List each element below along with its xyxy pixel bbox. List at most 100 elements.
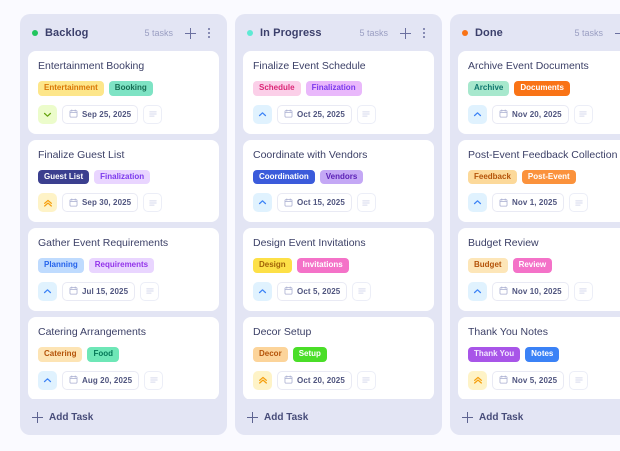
- priority-medium-icon[interactable]: [468, 281, 487, 301]
- plus-icon: [462, 411, 473, 423]
- task-card[interactable]: Budget Review Budget Review Nov 10, 2025: [458, 228, 620, 311]
- calendar-icon: [69, 282, 78, 300]
- column-title: Backlog: [45, 27, 89, 39]
- task-meta-row: Sep 25, 2025: [38, 104, 209, 124]
- priority-high-icon[interactable]: [38, 193, 57, 213]
- description-lines-icon[interactable]: [356, 104, 376, 124]
- task-title: Gather Event Requirements: [38, 237, 169, 250]
- priority-medium-icon[interactable]: [468, 104, 487, 124]
- task-due-date[interactable]: Sep 25, 2025: [62, 104, 139, 124]
- task-meta-row: Oct 5, 2025: [253, 281, 424, 301]
- column-status-dot: [32, 30, 38, 36]
- task-tag: Setup: [292, 347, 327, 362]
- task-title: Finalize Event Schedule: [253, 60, 366, 72]
- priority-medium-icon[interactable]: [38, 370, 57, 390]
- task-title: Archive Event Documents: [468, 60, 589, 72]
- task-tag: Documents: [514, 81, 570, 96]
- task-title: Thank You Notes: [468, 325, 548, 338]
- task-tag-list: Design Invitations: [253, 258, 424, 273]
- task-meta-row: Nov 1, 2025: [468, 193, 620, 213]
- more-vertical-icon[interactable]: [418, 27, 431, 40]
- task-due-date[interactable]: Nov 20, 2025: [492, 104, 569, 124]
- priority-low-icon[interactable]: [38, 104, 57, 124]
- task-due-date-text: Sep 30, 2025: [82, 198, 132, 208]
- description-lines-icon[interactable]: [144, 370, 164, 390]
- task-card[interactable]: Finalize Event Schedule Schedule Finalizat…: [243, 51, 434, 134]
- priority-medium-icon[interactable]: [253, 104, 272, 124]
- description-lines-icon[interactable]: [356, 370, 376, 390]
- task-due-date-text: Oct 25, 2025: [297, 109, 345, 119]
- calendar-icon: [284, 371, 293, 389]
- task-card[interactable]: Archive Event Documents Archive Documents N…: [458, 51, 620, 134]
- priority-medium-icon[interactable]: [468, 193, 487, 213]
- board-column-backlog: Backlog 5 tasks Entertainment Booking Enter…: [20, 14, 227, 435]
- task-meta-row: Nov 20, 2025: [468, 104, 620, 124]
- task-tag: Booking: [108, 81, 153, 96]
- priority-medium-icon[interactable]: [38, 281, 57, 301]
- task-tag: Requirements: [88, 258, 155, 273]
- task-tag: Coordination: [253, 169, 315, 185]
- task-due-date[interactable]: Aug 20, 2025: [62, 370, 140, 390]
- task-due-date[interactable]: Jul 15, 2025: [62, 281, 136, 301]
- task-card[interactable]: Entertainment Booking Entertainment Bookin…: [28, 51, 219, 134]
- calendar-icon: [69, 105, 78, 123]
- task-card[interactable]: Thank You Notes Thank You Notes Nov 5, 2025: [458, 316, 620, 399]
- task-tag: Notes: [525, 347, 560, 362]
- task-due-date[interactable]: Nov 5, 2025: [492, 370, 565, 390]
- task-tag-list: Schedule Finalization: [253, 81, 424, 96]
- task-tag: Catering: [38, 347, 83, 362]
- priority-high-icon[interactable]: [468, 370, 487, 390]
- description-lines-icon[interactable]: [140, 281, 160, 301]
- task-card[interactable]: Design Event Invitations Design Invitation…: [243, 228, 434, 311]
- task-due-date[interactable]: Oct 20, 2025: [277, 370, 352, 390]
- add-task-button[interactable]: Add Task: [28, 399, 219, 435]
- task-due-date[interactable]: Oct 25, 2025: [277, 104, 352, 124]
- add-card-icon[interactable]: [614, 27, 620, 40]
- column-header-done: Done 5 tasks: [458, 22, 620, 44]
- description-lines-icon[interactable]: [573, 104, 593, 124]
- task-card[interactable]: Coordinate with Vendors Coordination Vendo…: [243, 139, 434, 223]
- column-card-list: Entertainment Booking Entertainment Bookin…: [28, 51, 219, 399]
- task-due-date[interactable]: Oct 15, 2025: [277, 193, 352, 213]
- task-card[interactable]: Gather Event Requirements Planning Require…: [28, 228, 219, 311]
- add-card-icon[interactable]: [399, 27, 412, 40]
- description-lines-icon[interactable]: [143, 193, 163, 213]
- task-card[interactable]: Post-Event Feedback Collection Feedback Po…: [458, 139, 620, 223]
- task-tag: Thank You: [468, 347, 521, 362]
- calendar-icon: [69, 371, 78, 389]
- priority-medium-icon[interactable]: [253, 193, 272, 213]
- task-due-date[interactable]: Nov 10, 2025: [492, 281, 569, 301]
- column-card-list: Finalize Event Schedule Schedule Finalizat…: [243, 51, 434, 399]
- task-card[interactable]: Decor Setup Decor Setup Oct 20, 2025: [243, 316, 434, 399]
- task-card[interactable]: Catering Arrangements Catering Food Aug 20,…: [28, 316, 219, 399]
- task-card[interactable]: Finalize Guest List Guest List Finalizatio…: [28, 139, 219, 223]
- description-lines-icon[interactable]: [569, 370, 589, 390]
- task-due-date[interactable]: Nov 1, 2025: [492, 193, 565, 213]
- priority-high-icon[interactable]: [253, 370, 272, 390]
- description-lines-icon[interactable]: [143, 104, 163, 124]
- column-header-in-progress: In Progress 5 tasks: [243, 22, 434, 44]
- task-meta-row: Nov 10, 2025: [468, 281, 620, 301]
- add-task-button[interactable]: Add Task: [458, 399, 620, 435]
- task-tag: Finalization: [305, 81, 362, 96]
- add-card-icon[interactable]: [184, 27, 197, 40]
- priority-medium-icon[interactable]: [253, 281, 272, 301]
- column-title: In Progress: [260, 27, 322, 39]
- calendar-icon: [69, 194, 78, 212]
- task-due-date[interactable]: Oct 5, 2025: [277, 281, 348, 301]
- description-lines-icon[interactable]: [573, 281, 593, 301]
- description-lines-icon[interactable]: [352, 281, 372, 301]
- task-due-date[interactable]: Sep 30, 2025: [62, 193, 139, 213]
- task-meta-row: Oct 20, 2025: [253, 370, 424, 390]
- task-title: Coordinate with Vendors: [253, 148, 368, 161]
- add-task-button[interactable]: Add Task: [243, 399, 434, 435]
- task-tag-list: Guest List Finalization: [38, 169, 209, 185]
- more-vertical-icon[interactable]: [203, 27, 216, 40]
- description-lines-icon[interactable]: [356, 193, 376, 213]
- task-title: Decor Setup: [253, 325, 312, 338]
- description-lines-icon[interactable]: [569, 193, 589, 213]
- task-title: Post-Event Feedback Collection: [468, 148, 618, 161]
- task-meta-row: Oct 15, 2025: [253, 193, 424, 213]
- column-status-dot: [247, 30, 253, 36]
